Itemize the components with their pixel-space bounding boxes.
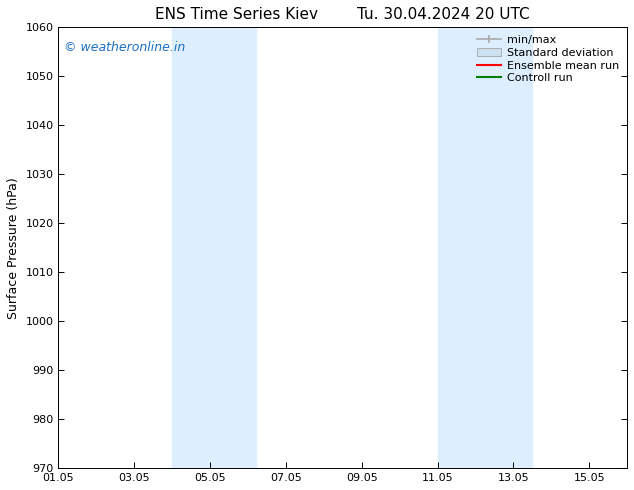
Bar [172,27,256,468]
Text: © weatheronline.in: © weatheronline.in [64,41,185,53]
Y-axis label: Surface Pressure (hPa): Surface Pressure (hPa) [7,177,20,318]
Bar [437,27,533,468]
Title: ENS Time Series Kiev        Tu. 30.04.2024 20 UTC: ENS Time Series Kiev Tu. 30.04.2024 20 U… [155,7,530,22]
Legend: min/max, Standard deviation, Ensemble mean run, Controll run: min/max, Standard deviation, Ensemble me… [475,33,621,86]
